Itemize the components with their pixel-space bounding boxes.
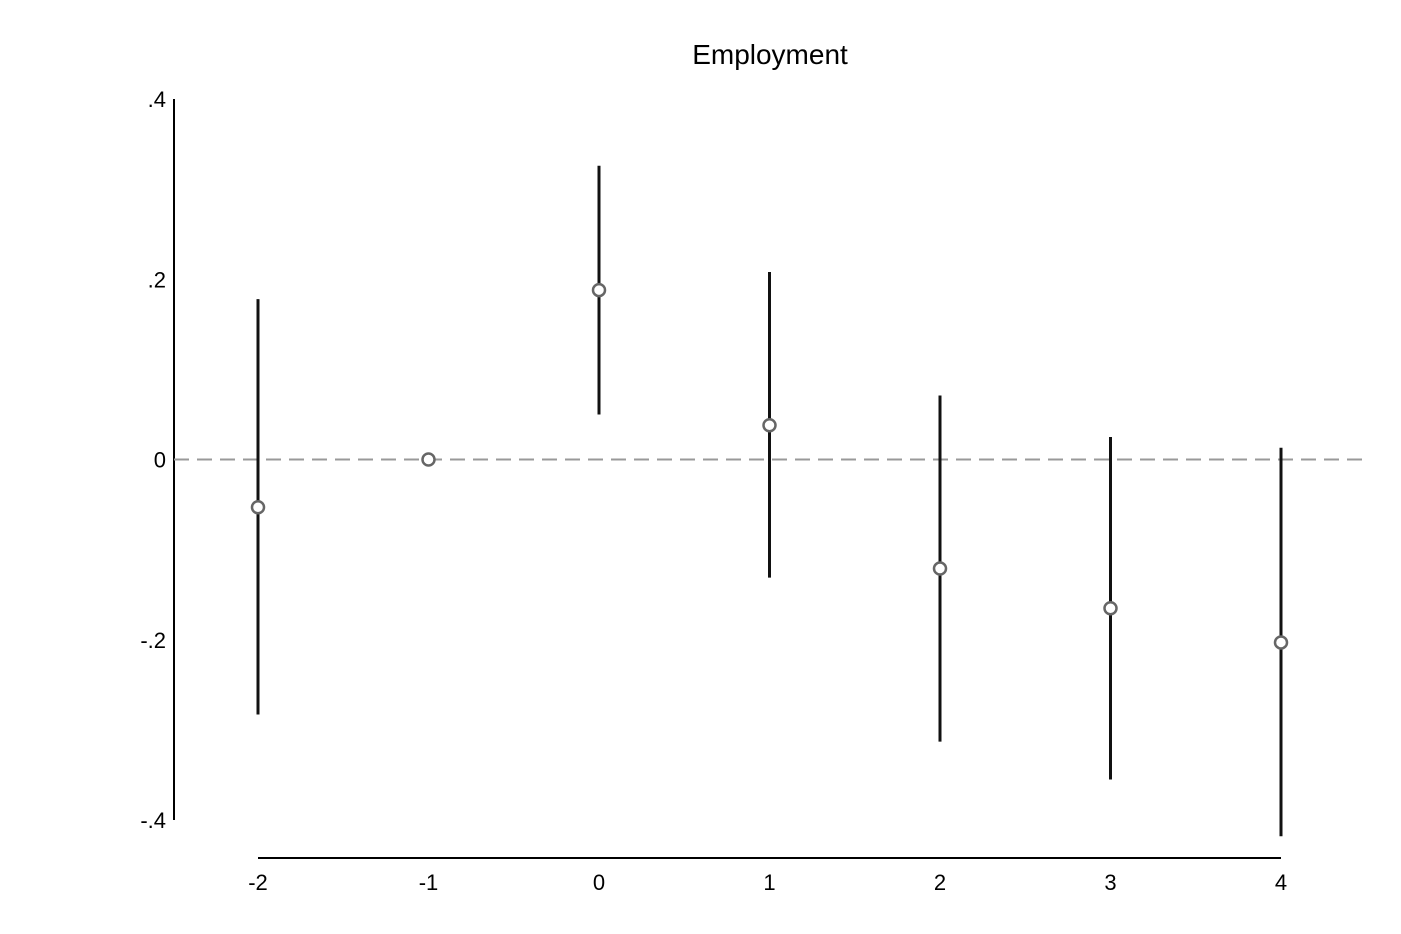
- chart-title: Employment: [692, 39, 848, 70]
- axes: .4 .2 0 -.2 -.4 -2 -1 0 1 2 3 4: [140, 87, 1287, 895]
- y-tick-label: -.4: [140, 808, 166, 833]
- x-tick-label: 2: [934, 870, 946, 895]
- point-marker: [591, 282, 607, 298]
- point-marker: [762, 418, 777, 433]
- x-tick-label: 1: [763, 870, 775, 895]
- x-tick-label: 4: [1275, 870, 1287, 895]
- x-tick-label: 3: [1104, 870, 1116, 895]
- x-tick-label: -1: [419, 870, 439, 895]
- error-bars: [256, 165, 1283, 837]
- point-estimates: [250, 282, 1289, 650]
- y-tick-label: -.2: [140, 628, 166, 653]
- y-tick-label: 0: [154, 448, 166, 473]
- y-tick-label: .4: [148, 87, 166, 112]
- x-tick-label: -2: [248, 870, 268, 895]
- point-marker: [932, 561, 948, 576]
- point-marker: [421, 452, 436, 467]
- y-tick-label: .2: [148, 267, 166, 292]
- point-marker: [250, 500, 266, 515]
- point-marker: [1273, 635, 1289, 650]
- x-tick-label: 0: [593, 870, 605, 895]
- point-marker: [1103, 600, 1118, 616]
